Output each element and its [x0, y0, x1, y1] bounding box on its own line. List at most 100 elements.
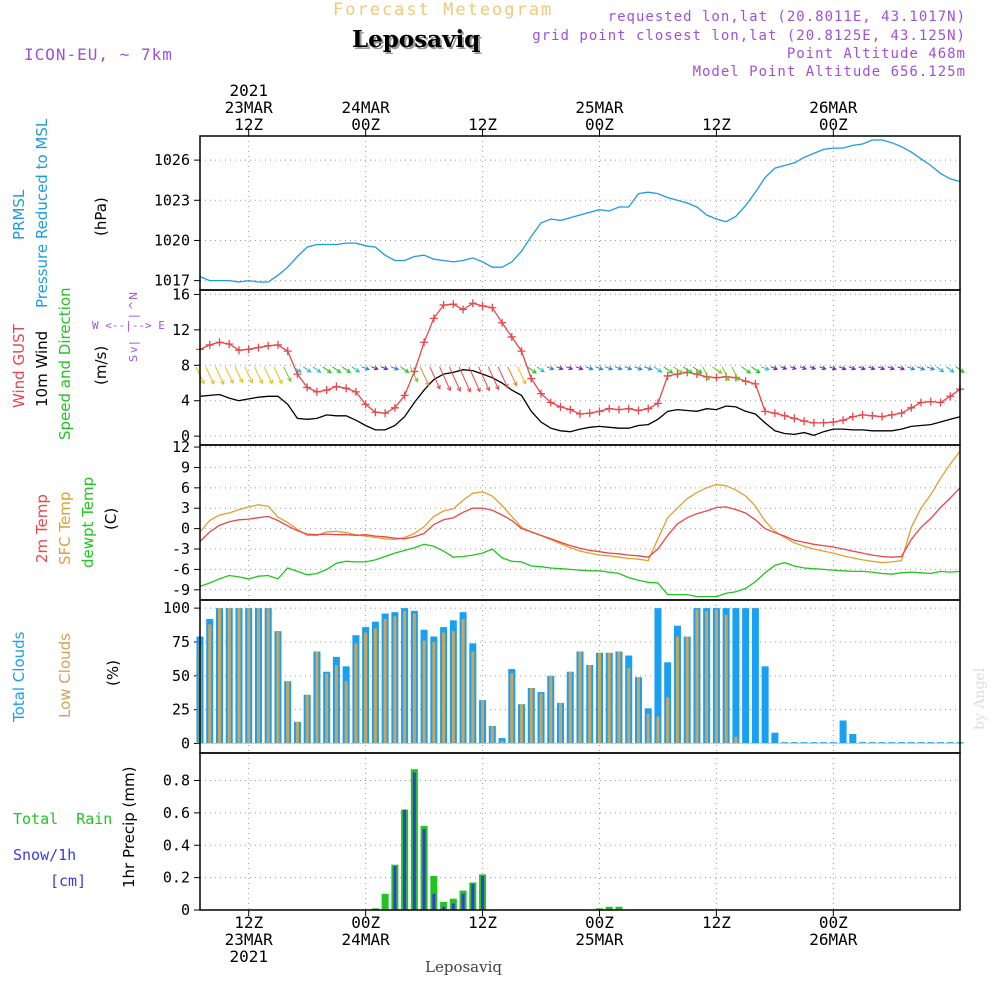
wind-gust-marker	[761, 407, 770, 416]
wind-direction-arrowhead	[755, 368, 761, 374]
temperature-ytick-label: -9	[172, 581, 190, 599]
wind-direction-arrowhead	[811, 365, 817, 370]
top-time-label: 26MAR	[809, 98, 858, 117]
cloud-bar-low	[305, 694, 309, 744]
wind-direction-arrowhead	[296, 368, 302, 373]
wind-direction-arrowhead	[278, 379, 283, 385]
wind-ytick-label: 16	[172, 285, 190, 303]
total-cloud-label: Total Clouds	[10, 631, 28, 722]
wind-direction-arrow	[653, 366, 662, 373]
wind-gust-marker	[400, 391, 409, 400]
precip-bar-snow	[422, 829, 426, 910]
cloud-bar-total	[868, 742, 876, 744]
cloud-bar-low	[734, 736, 738, 744]
wind-direction-arrowhead	[268, 379, 273, 385]
wind-direction-arrowhead	[880, 365, 886, 371]
cloud-bar-total	[732, 608, 740, 744]
wind-direction-arrowhead	[549, 365, 555, 371]
cloud-bar-low	[247, 608, 251, 744]
wind-direction-arrow	[731, 366, 740, 381]
pressure-frame	[199, 135, 961, 291]
wind-direction-arrowhead	[558, 365, 564, 371]
wind-line-wind-gust	[199, 302, 961, 424]
cloud-bar-low	[451, 631, 455, 744]
wind-direction-arrowhead	[764, 366, 770, 371]
wind-direction-arrowhead	[513, 381, 518, 387]
grid-coords: grid point closest lon,lat (20.8125E, 43…	[532, 28, 966, 44]
cloud-bar-total	[771, 732, 779, 744]
wind-direction-arrow	[536, 366, 545, 373]
wind-direction-arrow	[838, 366, 846, 370]
cloud-bar-low	[481, 700, 485, 744]
cloud-bar-low	[325, 673, 329, 744]
cloud-bar-total	[820, 742, 828, 744]
wind-gust-marker	[946, 392, 955, 401]
wind-direction-arrow	[439, 366, 451, 391]
wind-direction-arrow	[215, 366, 225, 385]
wind-direction-arrowhead	[841, 365, 847, 371]
precip-bar-snow	[461, 893, 465, 910]
wind-gust-marker	[605, 404, 614, 413]
cloud-bar-low	[607, 652, 611, 744]
wind-direction-arrow	[400, 366, 409, 373]
wind-gust-marker	[858, 410, 867, 419]
wind-direction-arrow	[341, 366, 351, 373]
wind-gust-marker	[244, 345, 253, 354]
wind-direction-arrow	[409, 366, 419, 382]
clouds-ytick-label: 75	[172, 633, 190, 651]
wind-gust-marker	[897, 409, 906, 418]
precipitation-ytick-label: 0.4	[163, 836, 190, 854]
clouds-ytick-label: 25	[172, 701, 190, 719]
wind-gust-marker	[517, 347, 526, 356]
wind-gust-marker	[234, 346, 243, 355]
wind-gust-marker	[459, 305, 468, 314]
compass-bar2: |	[127, 341, 140, 345]
wind-direction-arrowhead	[637, 366, 643, 371]
wind-gust-marker	[741, 377, 750, 386]
wind-gust-marker	[644, 404, 653, 413]
wind-direction-arrowhead	[930, 366, 936, 371]
wind-direction-arrow	[487, 366, 499, 390]
wind-direction-arrow	[868, 366, 875, 370]
wind-direction-arrow	[907, 366, 915, 370]
bottom-time-label: 2021	[229, 947, 268, 966]
wind-direction-arrow	[624, 366, 632, 370]
wind-direction-arrowhead	[476, 387, 481, 393]
wind-direction-arrowhead	[229, 379, 234, 385]
wind-10m-label: 10m Wind	[33, 330, 51, 407]
pressure-ytick-label: 1017	[154, 272, 190, 290]
wind-direction-arrowhead	[446, 386, 452, 392]
wind-direction-arrowhead	[316, 368, 322, 373]
wind-direction-arrowhead	[466, 387, 472, 393]
cloud-bar-low	[588, 664, 592, 744]
bottom-time-label: 00Z	[585, 913, 614, 932]
low-cloud-label: Low Clouds	[56, 633, 74, 718]
wind-direction-arrowhead	[801, 365, 807, 371]
wind-gust-marker	[342, 384, 351, 393]
wind-direction-arrowhead	[568, 365, 574, 371]
precip-bar-rain	[605, 906, 613, 910]
cloud-bar-low	[295, 721, 299, 744]
wind-direction-arrowhead	[705, 375, 710, 381]
wind-gust-marker	[809, 418, 818, 427]
wind-direction-arrow	[848, 366, 856, 370]
top-time-label: 00Z	[819, 115, 848, 134]
wind-direction-arrowhead	[920, 366, 926, 371]
wind-direction-arrow	[332, 366, 341, 373]
wind-direction-arrow	[712, 366, 722, 374]
wind-ytick-label: 0	[181, 427, 190, 445]
wind-gust-marker	[634, 406, 643, 415]
wind-direction-arrowhead	[678, 369, 684, 374]
wind-direction-arrow	[770, 366, 778, 370]
footer-location: Leposaviq	[425, 958, 502, 976]
precip-bar-snow	[403, 809, 407, 910]
wind-direction-arrow	[945, 366, 954, 373]
wind-gust-marker	[361, 400, 370, 409]
wind-direction-arrowhead	[725, 376, 730, 382]
pressure-line-prmsl	[199, 139, 961, 283]
wind-gust-marker	[527, 374, 536, 383]
requested-coords: requested lon,lat (20.8011E, 43.1017N)	[607, 9, 966, 25]
location-title: Leposaviq	[352, 26, 481, 53]
wind-gust-marker	[819, 418, 828, 427]
